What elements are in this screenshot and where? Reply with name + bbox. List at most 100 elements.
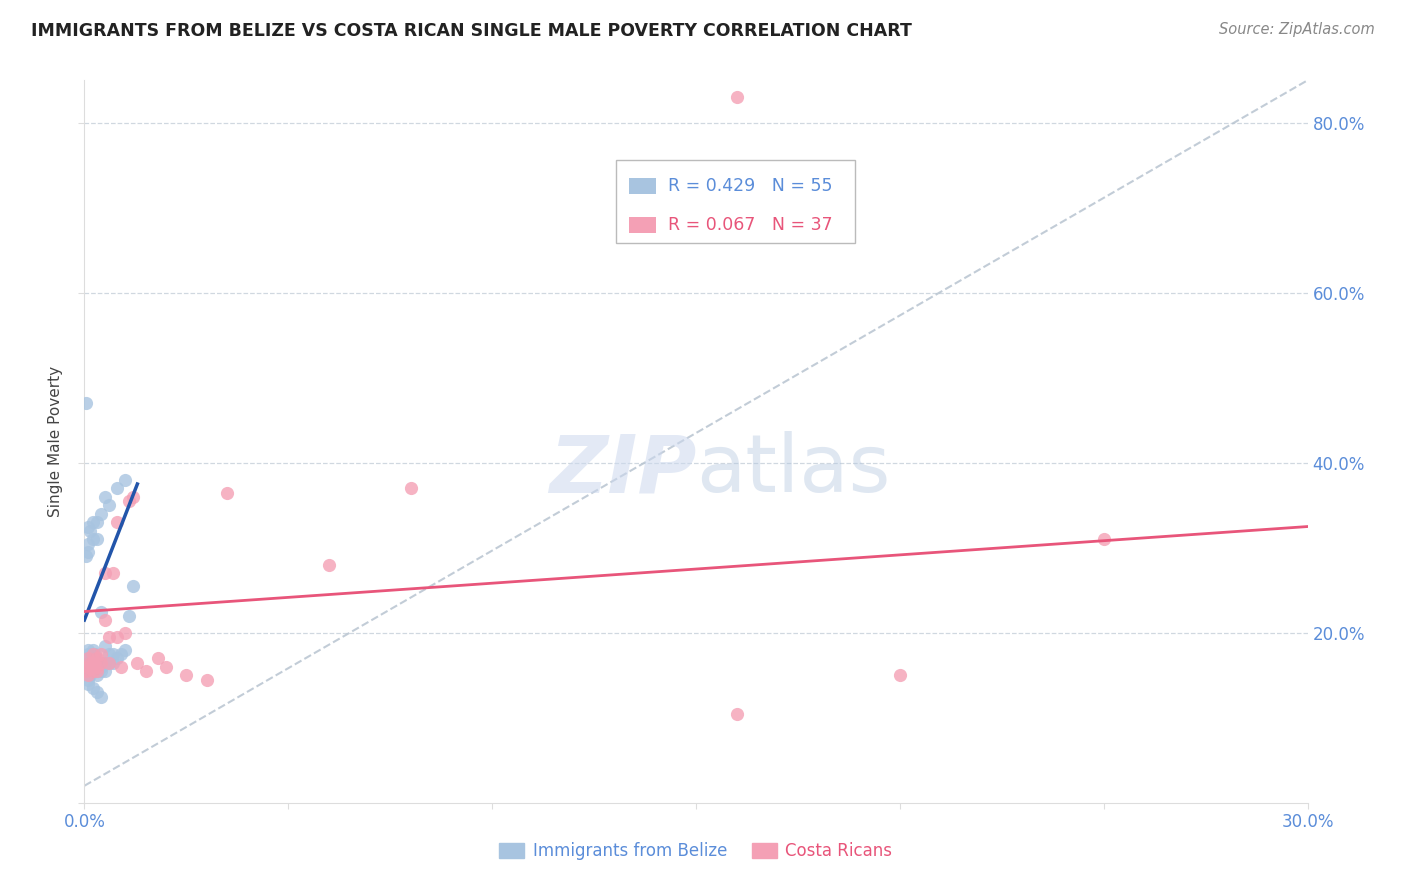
Point [725, 706, 748, 721]
Point [83, 647, 105, 661]
Point [86, 660, 108, 674]
Point [82, 664, 104, 678]
Point [82, 656, 104, 670]
Point [97, 498, 120, 512]
Point [77, 642, 100, 657]
Y-axis label: Single Male Poverty: Single Male Poverty [48, 366, 63, 517]
Point [97, 656, 120, 670]
Point [93, 664, 115, 678]
Point [77, 519, 100, 533]
Point [725, 90, 748, 104]
Text: Source: ZipAtlas.com: Source: ZipAtlas.com [1219, 22, 1375, 37]
FancyBboxPatch shape [628, 178, 655, 194]
Point [83, 656, 105, 670]
Point [77, 545, 100, 559]
Point [75, 396, 97, 410]
Text: R = 0.429   N = 55: R = 0.429 N = 55 [668, 178, 832, 195]
Point [93, 656, 115, 670]
Point [86, 533, 108, 547]
Point [101, 566, 124, 581]
Point [1092, 533, 1115, 547]
Point [82, 647, 104, 661]
Point [79, 656, 101, 670]
Point [82, 651, 104, 665]
Point [105, 481, 128, 495]
Point [82, 642, 104, 657]
Point [127, 656, 149, 670]
Point [114, 473, 136, 487]
Point [82, 533, 104, 547]
Point [86, 668, 108, 682]
Point [122, 579, 145, 593]
FancyBboxPatch shape [628, 217, 655, 233]
Text: R = 0.067   N = 37: R = 0.067 N = 37 [668, 216, 832, 234]
Point [77, 651, 100, 665]
Text: IMMIGRANTS FROM BELIZE VS COSTA RICAN SINGLE MALE POVERTY CORRELATION CHART: IMMIGRANTS FROM BELIZE VS COSTA RICAN SI… [31, 22, 912, 40]
Point [77, 536, 100, 550]
Point [82, 660, 104, 674]
Point [90, 690, 112, 704]
Point [77, 677, 100, 691]
Point [110, 647, 132, 661]
Point [93, 490, 115, 504]
Point [93, 613, 115, 627]
Point [77, 673, 100, 687]
Point [77, 651, 100, 665]
Point [114, 642, 136, 657]
Point [77, 647, 100, 661]
Point [90, 656, 112, 670]
Point [75, 664, 97, 678]
Point [90, 647, 112, 661]
Point [318, 558, 340, 572]
Point [105, 630, 128, 644]
Point [217, 485, 239, 500]
Point [82, 664, 104, 678]
Point [105, 651, 128, 665]
Point [75, 664, 97, 678]
Point [86, 660, 108, 674]
Point [79, 656, 101, 670]
Point [86, 664, 108, 678]
Text: atlas: atlas [696, 432, 890, 509]
Point [118, 494, 141, 508]
Point [82, 516, 104, 530]
Point [90, 660, 112, 674]
Point [174, 668, 197, 682]
Point [135, 664, 157, 678]
Point [122, 490, 145, 504]
Point [93, 639, 115, 653]
Point [75, 549, 97, 564]
Point [77, 660, 100, 674]
Point [146, 651, 169, 665]
Point [86, 516, 108, 530]
Point [97, 647, 120, 661]
Point [90, 507, 112, 521]
Point [76, 656, 98, 670]
Point [90, 656, 112, 670]
Point [82, 681, 104, 695]
FancyBboxPatch shape [616, 160, 855, 243]
Point [90, 664, 112, 678]
Point [93, 566, 115, 581]
Point [87, 660, 110, 674]
Point [105, 516, 128, 530]
Point [79, 668, 101, 682]
Legend: Immigrants from Belize, Costa Ricans: Immigrants from Belize, Costa Ricans [492, 836, 900, 867]
Point [155, 660, 177, 674]
Point [77, 668, 100, 682]
Point [399, 481, 422, 495]
Point [101, 647, 124, 661]
Point [97, 656, 120, 670]
Point [86, 685, 108, 699]
Point [889, 668, 911, 682]
Point [97, 630, 120, 644]
Point [86, 651, 108, 665]
Point [86, 664, 108, 678]
Text: ZIP: ZIP [548, 432, 696, 509]
Point [77, 660, 100, 674]
Point [90, 605, 112, 619]
Point [101, 656, 124, 670]
Point [114, 625, 136, 640]
Point [82, 647, 104, 661]
Point [118, 608, 141, 623]
